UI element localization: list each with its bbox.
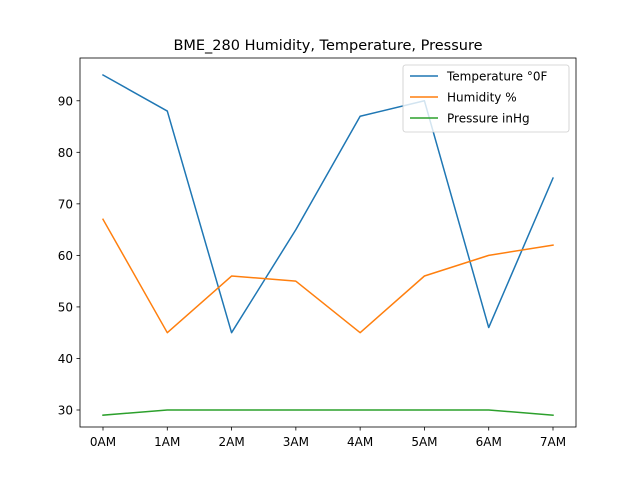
y-tick-label: 30: [58, 403, 73, 417]
series-line-pressure-inhg: [102, 409, 554, 416]
x-tick-label: 2AM: [218, 435, 244, 449]
x-tick-label: 5AM: [411, 435, 437, 449]
legend-box: [402, 64, 570, 133]
x-axis: 0AM 1AM 2AM 3AM 4AM 5AM 6AM 7AM: [90, 427, 566, 449]
x-tick-label: 7AM: [540, 435, 566, 449]
x-tick-label: 4AM: [347, 435, 373, 449]
legend-label: Humidity %: [447, 90, 517, 104]
chart-title: BME_280 Humidity, Temperature, Pressure: [173, 38, 482, 54]
x-tick-label: 6AM: [476, 435, 502, 449]
series-line-temperature-0f: [101, 73, 554, 334]
legend: Temperature °0F Humidity % Pressure inHg: [402, 64, 570, 133]
plot-area-frame: [79, 57, 577, 428]
legend-label: Temperature °0F: [446, 69, 547, 83]
y-tick-label: 90: [58, 94, 73, 108]
y-tick-label: 60: [58, 249, 73, 263]
x-tick-label: 0AM: [90, 435, 116, 449]
y-tick-label: 70: [58, 197, 73, 211]
x-tick-label: 1AM: [154, 435, 180, 449]
y-axis: 30 40 50 60 70 80 90: [58, 94, 80, 417]
series-line-humidity: [101, 218, 554, 334]
series-layer: [101, 73, 554, 416]
legend-label: Pressure inHg: [447, 111, 530, 125]
y-tick-label: 50: [58, 300, 73, 314]
y-tick-label: 40: [58, 352, 73, 366]
y-tick-label: 80: [58, 146, 73, 160]
x-tick-label: 3AM: [283, 435, 309, 449]
